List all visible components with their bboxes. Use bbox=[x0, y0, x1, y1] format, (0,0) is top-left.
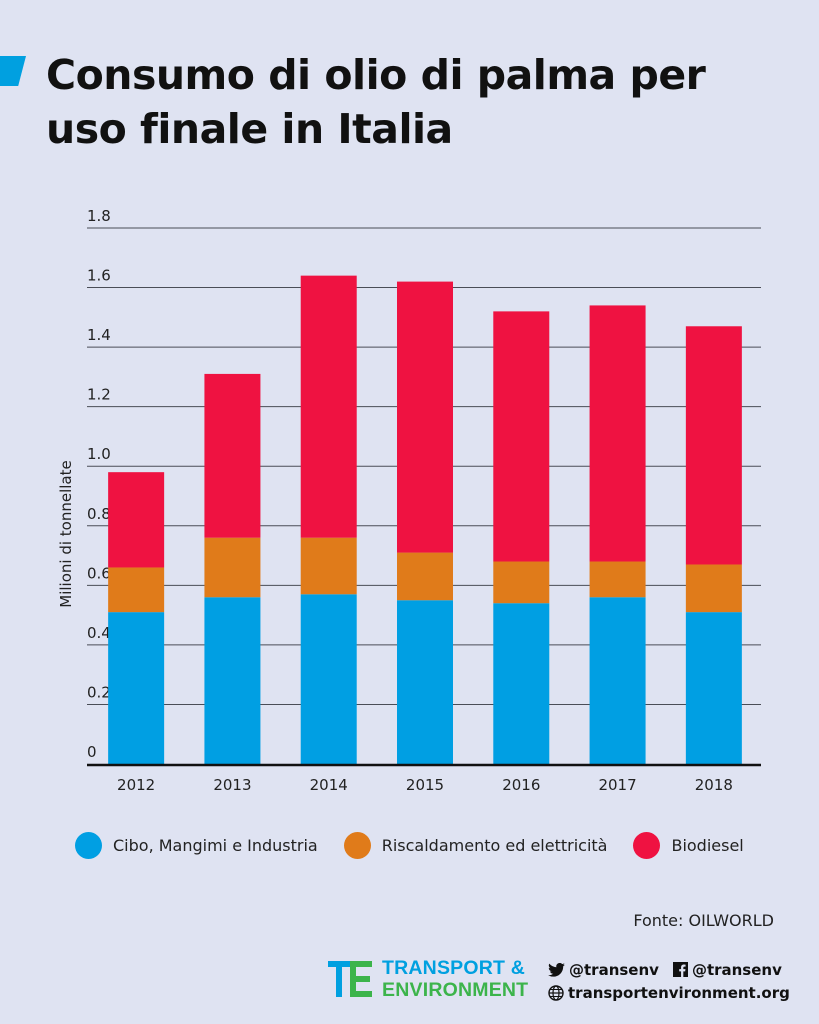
x-tick-label: 2017 bbox=[598, 776, 636, 794]
y-tick-label: 1.0 bbox=[87, 445, 111, 463]
bar-segment-heating bbox=[397, 552, 453, 601]
bar-segment-food bbox=[397, 600, 453, 764]
y-tick-label: 0 bbox=[87, 743, 97, 761]
logo-text-transport: TRANSPORT & bbox=[382, 957, 526, 979]
y-tick-label: 0.4 bbox=[87, 624, 111, 642]
y-tick-label: 0.8 bbox=[87, 505, 111, 523]
legend-item-heating: Riscaldamento ed elettricità bbox=[343, 832, 608, 859]
legend-item-food: Cibo, Mangimi e Industria bbox=[75, 832, 318, 859]
stacked-bar-chart: 0 0.2 0.4 0.6 0.8 1.0 1.2 1.4 1.6 1.8 Milioni di t… bbox=[57, 207, 761, 794]
bar-segment-heating bbox=[108, 567, 165, 613]
bar-segment-heating bbox=[685, 564, 742, 613]
x-tick-label: 2013 bbox=[213, 776, 251, 794]
legend-swatch-heating bbox=[343, 832, 371, 859]
social-links: @transenv @transenv transportenvironment… bbox=[548, 958, 790, 1004]
y-tick-label: 1.8 bbox=[87, 207, 111, 225]
bar-segment-biodiesel bbox=[108, 472, 165, 568]
logo-text-environment: ENVIRONMENT bbox=[382, 979, 529, 1001]
legend-swatch-biodiesel bbox=[633, 832, 661, 859]
bar-segment-heating bbox=[204, 537, 261, 598]
chart-title: Consumo di olio di palma per uso finale … bbox=[46, 51, 706, 153]
bar-segment-food bbox=[300, 594, 357, 764]
bar-segment-food bbox=[204, 597, 261, 764]
y-tick-label: 1.6 bbox=[87, 267, 111, 285]
bar-segment-biodiesel bbox=[493, 311, 550, 562]
y-tick-label: 0.2 bbox=[87, 683, 111, 701]
bar-segment-food bbox=[589, 597, 646, 764]
bar-segment-biodiesel bbox=[397, 281, 453, 553]
bar-segment-biodiesel bbox=[300, 275, 357, 538]
legend-swatch-food bbox=[75, 832, 102, 859]
facebook-handle-link[interactable]: @transenv bbox=[691, 960, 782, 979]
legend-label-biodiesel: Biodiesel bbox=[671, 836, 744, 855]
bar-segment-heating bbox=[493, 561, 550, 604]
te-logo-icon bbox=[328, 959, 374, 999]
x-tick-label: 2016 bbox=[502, 776, 540, 794]
x-tick-label: 2014 bbox=[310, 776, 348, 794]
twitter-icon bbox=[548, 962, 565, 977]
x-tick-label: 2015 bbox=[406, 776, 444, 794]
y-tick-label: 1.2 bbox=[87, 386, 111, 404]
y-axis-label: Milioni di tonnellate bbox=[57, 460, 75, 607]
legend-item-biodiesel: Biodiesel bbox=[633, 832, 744, 859]
te-logo[interactable]: TRANSPORT & ENVIRONMENT bbox=[328, 957, 528, 1001]
bar-segment-food bbox=[685, 612, 742, 764]
legend-label-heating: Riscaldamento ed elettricità bbox=[381, 836, 608, 855]
source-note: Fonte: OILWORLD bbox=[633, 911, 774, 930]
bar-segment-food bbox=[108, 612, 165, 764]
website-link[interactable]: transportenvironment.org bbox=[568, 983, 790, 1002]
bar-segment-biodiesel bbox=[204, 373, 261, 538]
bar-segment-biodiesel bbox=[685, 326, 742, 565]
facebook-icon bbox=[672, 962, 688, 977]
bar-segment-biodiesel bbox=[589, 305, 646, 562]
chart-legend: Cibo, Mangimi e Industria Riscaldamento … bbox=[75, 832, 770, 859]
bar-segment-food bbox=[493, 603, 550, 764]
legend-label-food: Cibo, Mangimi e Industria bbox=[113, 836, 318, 855]
bar-segment-heating bbox=[300, 537, 357, 595]
x-tick-label: 2012 bbox=[117, 776, 155, 794]
title-accent-shape bbox=[0, 56, 26, 86]
globe-icon bbox=[548, 984, 564, 1001]
y-tick-label: 1.4 bbox=[87, 326, 111, 344]
y-tick-label: 0.6 bbox=[87, 564, 111, 582]
bar-segment-heating bbox=[589, 561, 646, 598]
x-tick-label: 2018 bbox=[695, 776, 733, 794]
twitter-handle-link[interactable]: @transenv bbox=[569, 960, 659, 979]
